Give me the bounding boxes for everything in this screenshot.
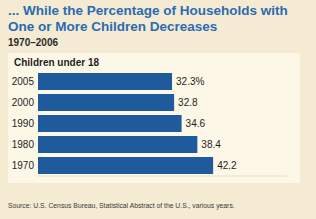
bar xyxy=(38,157,213,174)
bar xyxy=(38,115,182,132)
title: ... While the Percentage of Households w… xyxy=(8,3,288,34)
data-label: 38.4 xyxy=(201,139,221,150)
category-label: 1990 xyxy=(12,118,35,129)
data-label: 32.3% xyxy=(176,76,204,87)
bars xyxy=(38,73,213,174)
bar xyxy=(38,136,197,153)
bar xyxy=(38,94,174,111)
subtitle: 1970–2006 xyxy=(8,37,58,48)
category-label: 2005 xyxy=(12,76,35,87)
category-label: 1970 xyxy=(12,160,35,171)
data-label: 34.6 xyxy=(186,118,206,129)
axis-line xyxy=(38,176,287,177)
data-label: 32.8 xyxy=(178,97,198,108)
source: Source: U.S. Census Bureau, Statistical … xyxy=(8,202,235,210)
data-label: 42.2 xyxy=(217,160,237,171)
bar xyxy=(38,73,172,90)
axis-label: Children under 18 xyxy=(14,57,99,68)
panel xyxy=(8,53,300,183)
category-label: 2000 xyxy=(12,97,35,108)
background xyxy=(0,0,316,219)
chart: ... While the Percentage of Households w… xyxy=(0,0,316,219)
category-label: 1980 xyxy=(12,139,35,150)
